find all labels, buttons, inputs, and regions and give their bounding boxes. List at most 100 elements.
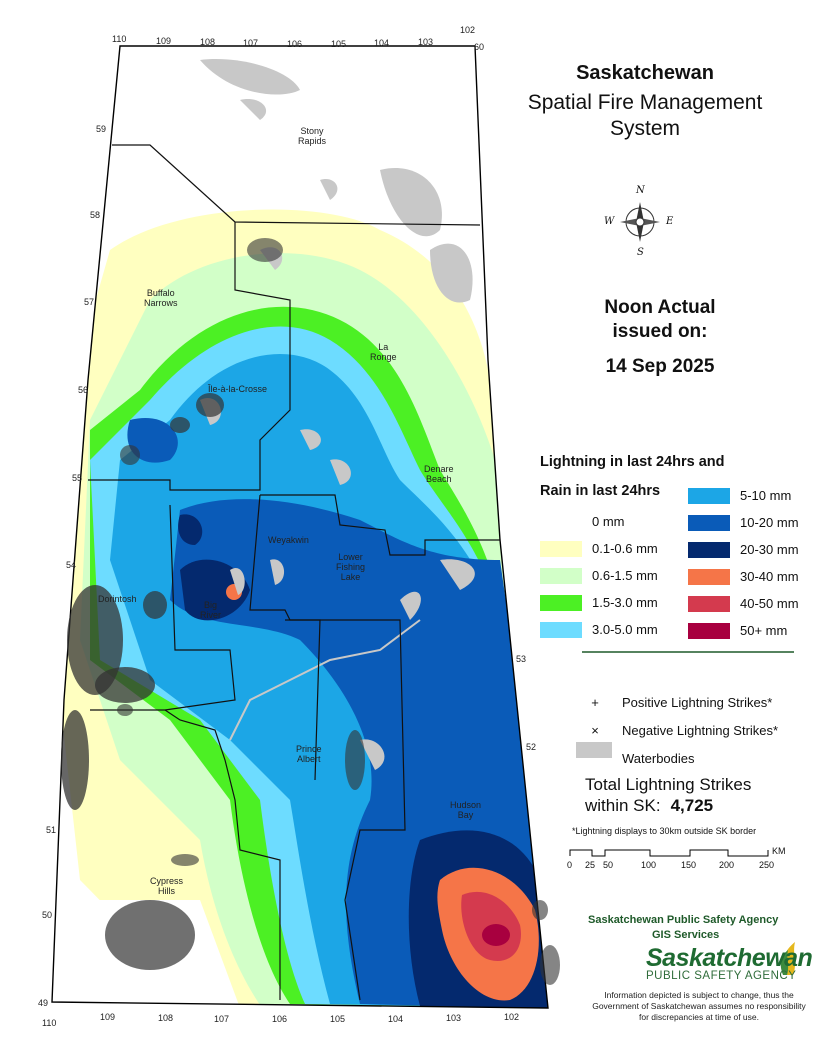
lat-tick: 56 bbox=[78, 385, 89, 395]
lon-tick-bottom: 108 bbox=[158, 1013, 174, 1023]
lon-tick-top: 107 bbox=[243, 38, 259, 48]
legend-item: 30-40 mm bbox=[688, 563, 799, 590]
lon-tick-top: 110 bbox=[112, 34, 127, 44]
agency-name: Saskatchewan Public Safety Agency bbox=[588, 914, 779, 926]
lat-tick: 60 bbox=[474, 42, 485, 52]
place-weyakwin: Weyakwin bbox=[268, 535, 309, 545]
lon-tick-bottom: 107 bbox=[214, 1014, 230, 1024]
lon-tick-bottom: 109 bbox=[100, 1012, 116, 1022]
legend-label: 30-40 mm bbox=[740, 569, 799, 584]
compass-e: E bbox=[666, 216, 674, 227]
agency-logo-icon bbox=[780, 942, 796, 975]
subtitle-line-1: Spatial Fire Management bbox=[527, 91, 763, 114]
lightning-clusters bbox=[61, 238, 560, 985]
waterbodies bbox=[200, 59, 475, 770]
legend-item: 40-50 mm bbox=[688, 590, 799, 617]
symbol-legend: + Positive Lightning Strikes* × Negative L… bbox=[580, 688, 778, 772]
compass-rose bbox=[620, 202, 660, 242]
legend-swatch bbox=[540, 513, 582, 530]
lon-tick-top: 102 bbox=[460, 25, 476, 35]
legend-item: 5-10 mm bbox=[688, 482, 799, 509]
legend-label: 10-20 mm bbox=[740, 515, 799, 530]
total-count: 4,725 bbox=[670, 796, 714, 815]
subtitle-line-2: System bbox=[609, 117, 680, 140]
scale-tick: 25 bbox=[585, 860, 596, 870]
legend-item: 1.5-3.0 mm bbox=[540, 589, 658, 616]
lon-tick-top: 105 bbox=[331, 39, 347, 49]
rain-legend-right: 5-10 mm 10-20 mm 20-30 mm 30-40 mm 40-50… bbox=[688, 482, 799, 644]
legend-swatch bbox=[688, 541, 730, 558]
legend-label: 3.0-5.0 mm bbox=[592, 622, 658, 637]
place-la-ronge: La Ronge bbox=[370, 342, 397, 362]
lon-tick-bottom: 102 bbox=[504, 1012, 520, 1022]
lon-tick-bottom: 104 bbox=[388, 1014, 404, 1024]
place-hudson-bay: Hudson Bay bbox=[450, 800, 482, 820]
scale-tick: 200 bbox=[719, 860, 735, 870]
compass-s: S bbox=[637, 247, 644, 258]
lat-tick: 49 bbox=[38, 998, 49, 1008]
legend-swatch bbox=[540, 540, 582, 557]
lightning-note: *Lightning displays to 30km outside SK b… bbox=[572, 826, 757, 836]
lon-tick-top: 104 bbox=[374, 38, 390, 48]
lat-tick: 50 bbox=[42, 910, 53, 920]
legend-swatch bbox=[540, 594, 582, 611]
legend-heading-2: Rain in last 24hrs bbox=[540, 483, 661, 499]
legend-label: 1.5-3.0 mm bbox=[592, 595, 658, 610]
map-title: Saskatchewan bbox=[576, 62, 714, 84]
lon-tick-bottom: 110 bbox=[42, 1018, 57, 1028]
legend-swatch bbox=[688, 487, 730, 504]
issued-date: 14 Sep 2025 bbox=[605, 356, 715, 377]
place-prince-albert: Prince Albert bbox=[296, 744, 322, 764]
legend-swatch bbox=[688, 568, 730, 585]
legend-swatch bbox=[688, 595, 730, 612]
total-line-2: within SK: bbox=[585, 796, 661, 815]
negative-strike-icon: × bbox=[591, 722, 599, 738]
legend-item: 3.0-5.0 mm bbox=[540, 616, 658, 643]
legend-label: 50+ mm bbox=[740, 623, 788, 638]
issued-line-2: issued on: bbox=[612, 321, 708, 342]
legend-label: Positive Lightning Strikes* bbox=[622, 694, 773, 710]
lat-tick: 53 bbox=[516, 654, 527, 664]
lat-tick: 54 bbox=[66, 560, 77, 570]
lat-tick: 58 bbox=[90, 210, 101, 220]
legend-swatch bbox=[540, 567, 582, 584]
total-line-1: Total Lightning Strikes bbox=[585, 775, 752, 794]
place-ile-a-la-crosse: Île-à-la-Crosse bbox=[208, 384, 268, 394]
place-dorintosh: Dorintosh bbox=[98, 594, 137, 604]
place-buffalo-narrows: Buffalo Narrows bbox=[144, 288, 178, 308]
lon-tick-bottom: 103 bbox=[446, 1013, 462, 1023]
lon-tick-top: 103 bbox=[418, 37, 434, 47]
agency-logo-subtext: PUBLIC SAFETY AGENCY bbox=[646, 970, 797, 982]
legend-heading-1: Lightning in last 24hrs and bbox=[540, 454, 725, 470]
legend-label: 5-10 mm bbox=[740, 488, 792, 503]
disclaimer: Information depicted is subject to chang… bbox=[592, 990, 806, 1022]
scale-tick: 150 bbox=[681, 860, 697, 870]
legend-item: 0 mm bbox=[540, 508, 658, 535]
place-stony-rapids: Stony Rapids bbox=[298, 126, 327, 146]
legend-swatch bbox=[688, 514, 730, 531]
legend-label: Negative Lightning Strikes* bbox=[622, 722, 779, 738]
total-strikes: Total Lightning Strikes within SK: 4,725 bbox=[585, 774, 751, 816]
issued-label: Noon Actual issued on: bbox=[560, 296, 760, 344]
legend-item: 10-20 mm bbox=[688, 509, 799, 536]
lon-tick-top: 106 bbox=[287, 39, 303, 49]
lon-tick-bottom: 106 bbox=[272, 1014, 288, 1024]
lon-tick-bottom: 105 bbox=[330, 1014, 346, 1024]
agency-division: GIS Services bbox=[652, 929, 720, 941]
legend-swatch bbox=[688, 622, 730, 639]
scale-tick: 0 bbox=[567, 860, 573, 870]
lat-tick: 59 bbox=[96, 124, 107, 134]
positive-strike-icon: + bbox=[591, 694, 599, 710]
legend-item: 0.1-0.6 mm bbox=[540, 535, 658, 562]
place-lower-fishing-lake: Lower Fishing Lake bbox=[336, 552, 366, 582]
compass-w: W bbox=[604, 216, 615, 227]
scale-bar bbox=[569, 849, 769, 857]
agency-logo-text: Saskatchewan bbox=[646, 944, 813, 972]
legend-item: 20-30 mm bbox=[688, 536, 799, 563]
negative-strike-legend: × Negative Lightning Strikes* bbox=[580, 716, 778, 744]
lat-tick: 52 bbox=[526, 742, 537, 752]
waterbodies-swatch bbox=[576, 742, 612, 758]
scale-tick: 100 bbox=[641, 860, 657, 870]
legend-label: 0.1-0.6 mm bbox=[592, 541, 658, 556]
